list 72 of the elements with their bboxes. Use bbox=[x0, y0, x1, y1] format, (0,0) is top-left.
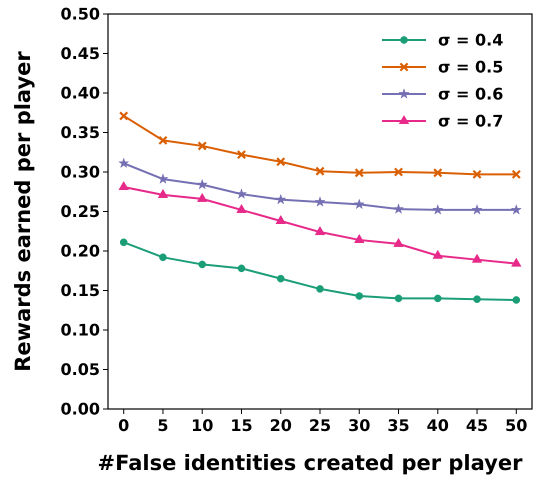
x-tick-label: 40 bbox=[426, 416, 449, 435]
x-tick-label: 5 bbox=[157, 416, 169, 435]
point bbox=[314, 226, 326, 236]
x-tick-label: 10 bbox=[191, 416, 214, 435]
y-tick-label: 0.40 bbox=[60, 84, 100, 103]
point bbox=[158, 189, 168, 198]
y-tick-label: 0.35 bbox=[60, 123, 100, 142]
point bbox=[511, 258, 522, 267]
point bbox=[158, 174, 168, 184]
point bbox=[473, 295, 481, 303]
point bbox=[118, 158, 129, 168]
y-tick-label: 0.10 bbox=[60, 320, 100, 340]
legend-label: σ = 0.5 bbox=[438, 58, 504, 77]
point bbox=[511, 204, 522, 214]
point bbox=[236, 188, 247, 199]
y-tick-label: 0.25 bbox=[60, 202, 100, 222]
point bbox=[236, 204, 247, 213]
point bbox=[276, 194, 286, 204]
point bbox=[159, 254, 167, 262]
x-tick-label: 45 bbox=[466, 416, 488, 435]
point bbox=[238, 264, 246, 272]
point bbox=[354, 234, 364, 243]
point bbox=[118, 111, 128, 121]
point bbox=[315, 166, 325, 176]
y-tick-label: 0.00 bbox=[60, 400, 100, 419]
x-tick-label: 30 bbox=[348, 416, 370, 435]
x-tick-label: 35 bbox=[387, 416, 410, 435]
point bbox=[394, 167, 404, 177]
point bbox=[354, 198, 364, 209]
x-tick-label: 25 bbox=[308, 416, 332, 435]
x-tick-label: 15 bbox=[230, 416, 253, 435]
point bbox=[158, 136, 168, 146]
point bbox=[276, 215, 286, 224]
y-tick-label: 0.45 bbox=[60, 44, 100, 64]
y-tick-label: 0.15 bbox=[60, 281, 100, 300]
point bbox=[394, 294, 402, 302]
y-axis-title: Rewards earned per player bbox=[11, 50, 35, 372]
point bbox=[432, 204, 443, 214]
point bbox=[197, 179, 208, 190]
point bbox=[355, 292, 364, 300]
point bbox=[393, 238, 404, 247]
x-tick-label: 20 bbox=[270, 416, 292, 435]
point bbox=[512, 296, 520, 304]
point bbox=[198, 260, 206, 268]
point bbox=[236, 150, 246, 160]
x-axis-title: #False identities created per player bbox=[98, 451, 524, 475]
point bbox=[472, 204, 482, 214]
y-tick-label: 0.50 bbox=[60, 4, 100, 24]
point bbox=[512, 170, 522, 180]
x-tick-label: 50 bbox=[505, 416, 528, 435]
y-tick-label: 0.30 bbox=[60, 162, 100, 182]
point bbox=[197, 193, 208, 202]
point bbox=[433, 168, 443, 178]
point bbox=[118, 181, 129, 190]
point bbox=[120, 238, 128, 246]
point bbox=[472, 254, 482, 263]
point bbox=[472, 170, 482, 180]
y-tick-label: 0.20 bbox=[60, 242, 100, 261]
legend-label: σ = 0.7 bbox=[438, 112, 504, 131]
point bbox=[432, 250, 443, 259]
y-tick-label: 0.05 bbox=[60, 360, 100, 380]
point bbox=[314, 196, 326, 206]
point bbox=[316, 285, 324, 293]
point bbox=[276, 274, 285, 282]
point bbox=[354, 168, 364, 178]
point bbox=[434, 294, 442, 302]
point bbox=[276, 157, 286, 166]
point bbox=[197, 141, 207, 151]
x-tick-label: 0 bbox=[118, 416, 130, 435]
point bbox=[393, 204, 404, 214]
legend-label: σ = 0.4 bbox=[438, 30, 504, 50]
legend-label: σ = 0.6 bbox=[438, 84, 504, 104]
